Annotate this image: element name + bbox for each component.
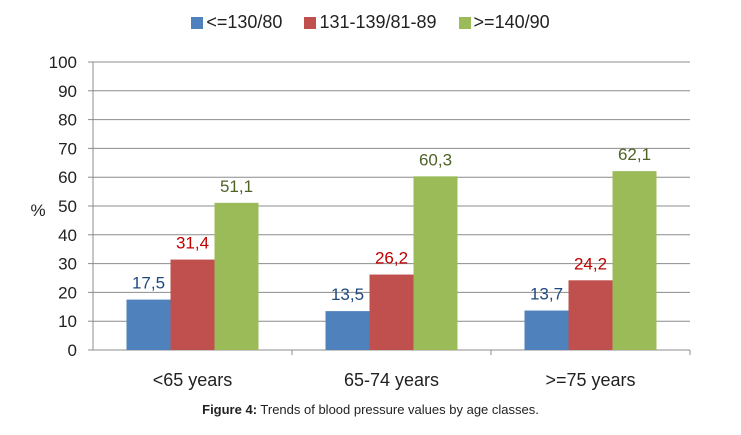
data-label-s3-c1: 51,1	[220, 177, 253, 196]
y-tick-label-40: 40	[58, 226, 77, 245]
legend-label-3: >=140/90	[473, 12, 550, 32]
bar-s3-c3	[612, 171, 657, 350]
data-label-s3-c3: 62,1	[618, 145, 651, 164]
bar-s1-c2	[325, 311, 370, 350]
legend-item-1: <=130/80	[191, 12, 282, 33]
y-tick-label-90: 90	[58, 82, 77, 101]
bar-s2-c1	[170, 259, 215, 350]
data-label-s1-c1: 17,5	[132, 274, 165, 293]
data-label-s1-c2: 13,5	[331, 285, 364, 304]
y-tick-label-50: 50	[58, 197, 77, 216]
caption-text: Trends of blood pressure values by age c…	[257, 402, 539, 417]
caption-label: Figure 4:	[202, 402, 258, 417]
legend-item-2: 131-139/81-89	[304, 12, 437, 33]
data-label-s2-c3: 24,2	[574, 254, 607, 273]
x-tick-label-1: <65 years	[153, 370, 233, 390]
bar-s3-c2	[413, 176, 458, 350]
y-tick-label-10: 10	[58, 312, 77, 331]
bar-s1-c3	[524, 310, 569, 350]
y-tick-label-20: 20	[58, 283, 77, 302]
legend-swatch-2	[304, 16, 317, 29]
y-axis-label: %	[30, 201, 45, 220]
bar-s2-c2	[369, 274, 414, 350]
legend-swatch-1	[191, 16, 204, 29]
data-label-s1-c3: 13,7	[530, 285, 563, 304]
legend-swatch-3	[458, 16, 471, 29]
data-label-s3-c2: 60,3	[419, 150, 452, 169]
x-tick-label-2: 65-74 years	[344, 370, 439, 390]
data-label-s2-c2: 26,2	[375, 249, 408, 268]
legend-label-2: 131-139/81-89	[319, 12, 437, 32]
bar-chart: 0 10 20 30 40 50 60 70 80 90 100% <65 years 17,5 31,4…	[30, 53, 691, 390]
y-tick-label-80: 80	[58, 111, 77, 130]
data-label-s2-c1: 31,4	[176, 234, 209, 253]
y-tick-label-0: 0	[68, 341, 77, 360]
bar-s3-c1	[214, 202, 259, 350]
x-tick-label-3: >=75 years	[545, 370, 635, 390]
figure-caption: Figure 4: Trends of blood pressure value…	[0, 402, 741, 417]
bar-s2-c3	[568, 280, 613, 350]
y-tick-label-100: 100	[49, 53, 77, 72]
legend-item-3: >=140/90	[458, 12, 550, 33]
legend-label-1: <=130/80	[206, 12, 283, 32]
bar-s1-c1	[126, 299, 171, 350]
y-tick-label-70: 70	[58, 139, 77, 158]
legend: <=130/80 131-139/81-89 >=140/90	[0, 12, 741, 33]
y-tick-label-30: 30	[58, 255, 77, 274]
y-tick-label-60: 60	[58, 168, 77, 187]
